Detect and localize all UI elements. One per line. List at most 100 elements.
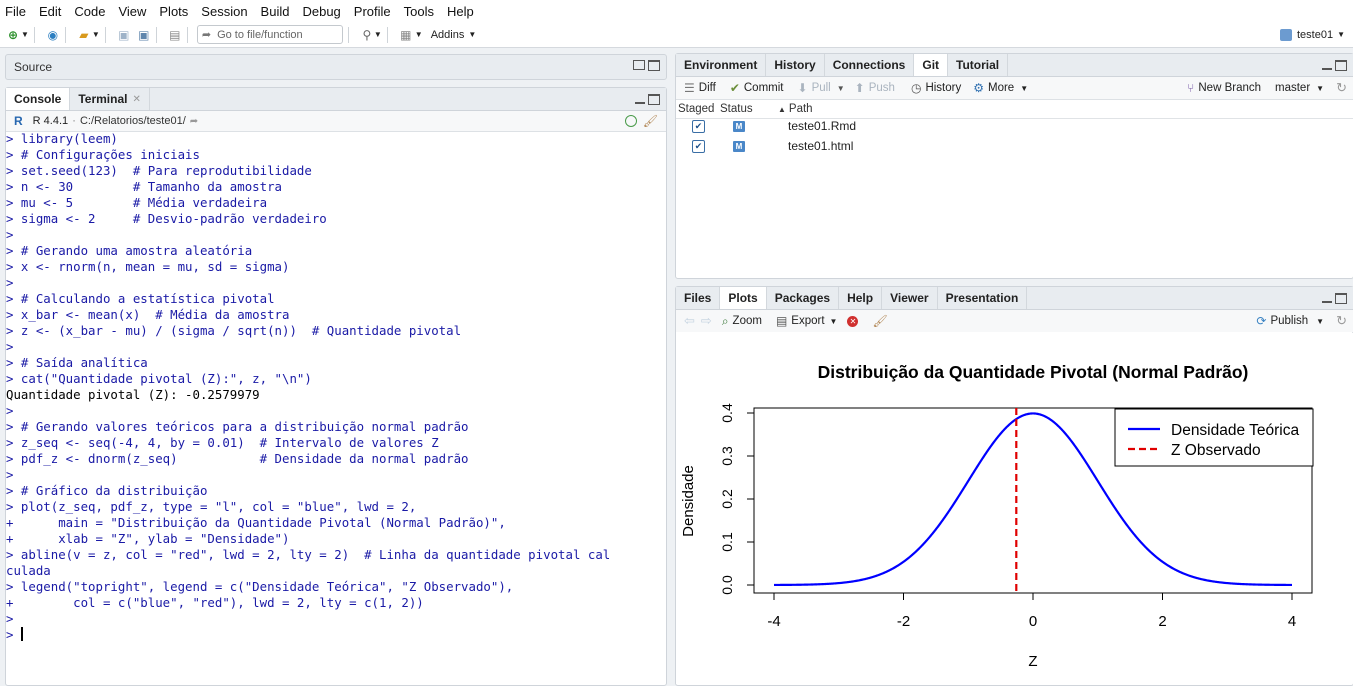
goto-file-input[interactable]: ➦ Go to file/function <box>196 25 343 44</box>
restore-icon[interactable] <box>633 60 645 70</box>
back-arrow-icon[interactable]: ⇦ <box>684 313 695 328</box>
menu-item-view[interactable]: View <box>118 3 147 19</box>
staged-checkbox[interactable]: ✔ <box>692 139 705 153</box>
pane-layout-dropdown-icon[interactable]: ▼ <box>414 30 423 39</box>
pull-button[interactable]: ⬇ Pull ▼ <box>798 81 845 95</box>
close-icon[interactable]: ✕ <box>132 93 141 105</box>
table-row[interactable]: ✔ M teste01.Rmd <box>676 116 856 136</box>
tab-git[interactable]: Git <box>914 54 949 76</box>
more-label: More <box>987 82 1015 94</box>
x-tick-label: 4 <box>1288 613 1296 630</box>
maximize-icon[interactable] <box>648 94 660 105</box>
goto-directory-icon[interactable]: ➦ <box>189 115 199 127</box>
plot-box <box>753 407 1313 594</box>
maximize-icon[interactable] <box>1335 60 1347 71</box>
goto-arrow-icon: ➦ <box>201 28 212 41</box>
open-file-dropdown-icon[interactable]: ▼ <box>91 30 100 39</box>
minimize-icon[interactable] <box>1322 68 1332 70</box>
menu-item-help[interactable]: Help <box>447 3 474 19</box>
file-path[interactable]: teste01.Rmd <box>788 119 857 133</box>
pane-layout-icon[interactable]: ▦ <box>400 27 412 42</box>
diff-button[interactable]: ☰ Diff <box>684 81 716 95</box>
addins-dropdown-icon[interactable]: ▼ <box>468 30 477 39</box>
console-output[interactable]: > library(leem) > # Configurações iniciai… <box>6 131 666 684</box>
menu-item-code[interactable]: Code <box>74 3 106 19</box>
col-staged[interactable]: Staged <box>678 103 715 115</box>
background-jobs-icon[interactable] <box>624 115 637 127</box>
menu-item-session[interactable]: Session <box>201 3 248 19</box>
export-button[interactable]: ▤ Export ▼ <box>776 314 838 328</box>
minimize-icon[interactable] <box>635 102 645 104</box>
more-button[interactable]: ⚙ More ▼ <box>973 81 1028 95</box>
project-dropdown-icon[interactable]: ▼ <box>1337 30 1345 39</box>
menu-item-plots[interactable]: Plots <box>159 3 189 19</box>
menu-item-edit[interactable]: Edit <box>38 3 62 19</box>
main-toolbar: ⊕ ▼ ◉ ▰ ▼ ▣ ▣ ▤ ➦ Go to file/function ⚲ … <box>0 22 1353 48</box>
save-all-icon[interactable]: ▣ <box>138 27 150 42</box>
table-row[interactable]: ✔ M teste01.html <box>676 136 853 156</box>
forward-arrow-icon[interactable]: ⇨ <box>700 313 712 328</box>
new-branch-button[interactable]: ⑂ New Branch <box>1187 81 1261 95</box>
print-icon[interactable]: ▤ <box>169 27 181 42</box>
push-button[interactable]: ⬆ Push <box>855 81 895 95</box>
console-input-line: > abline(v = z, col = "red", lwd = 2, lt… <box>6 547 611 562</box>
tab-files[interactable]: Files <box>676 287 721 309</box>
tab-help[interactable]: Help <box>839 287 883 309</box>
tab-console[interactable]: Console <box>6 88 71 110</box>
menu-item-profile[interactable]: Profile <box>353 3 391 19</box>
menu-item-debug[interactable]: Debug <box>302 3 341 19</box>
col-path[interactable]: Path <box>788 103 813 115</box>
zoom-button[interactable]: ⌕ Zoom <box>722 314 762 329</box>
new-file-icon[interactable]: ⊕ <box>7 27 19 42</box>
tab-tutorial[interactable]: Tutorial <box>948 54 1009 76</box>
minimize-icon[interactable] <box>1322 301 1332 303</box>
maximize-icon[interactable] <box>1335 293 1347 304</box>
tab-connections[interactable]: Connections <box>825 54 915 76</box>
maximize-icon[interactable] <box>648 60 660 71</box>
menu-item-file[interactable]: File <box>5 3 26 19</box>
console-input-line: > sigma <- 2 # Desvio-padrão verdadeiro <box>6 211 327 226</box>
tab-plots[interactable]: Plots <box>720 287 767 309</box>
menu-item-tools[interactable]: Tools <box>403 3 434 19</box>
tab-presentation[interactable]: Presentation <box>938 287 1028 309</box>
vcs-dropdown-icon[interactable]: ▼ <box>373 30 382 39</box>
more-dropdown-icon: ▼ <box>1020 83 1029 93</box>
file-path[interactable]: teste01.html <box>788 139 854 153</box>
console-input-line: > x <- rnorm(n, mean = mu, sd = sigma) <box>6 259 290 274</box>
environment-tabs: Environment History Connections Git Tuto… <box>676 54 1353 77</box>
git-table-header: Staged Status ▲ Path <box>676 100 1353 119</box>
clear-plots-icon[interactable]: 🖌 <box>872 314 888 328</box>
working-directory[interactable]: C:/Relatorios/teste01/ <box>79 115 186 127</box>
staged-checkbox[interactable]: ✔ <box>692 119 705 133</box>
commit-button[interactable]: ✔ Commit <box>730 81 784 95</box>
pull-dropdown-icon[interactable]: ▼ <box>836 83 845 93</box>
col-status[interactable]: Status <box>720 103 753 115</box>
open-file-icon[interactable]: ▰ <box>79 27 89 42</box>
legend-label-observed: Z Observado <box>1171 442 1261 459</box>
tab-history[interactable]: History <box>766 54 825 76</box>
export-icon: ▤ <box>775 314 788 328</box>
vcs-icon[interactable]: ⚲ <box>362 27 372 42</box>
publish-dropdown-icon: ▼ <box>1316 316 1325 326</box>
history-button[interactable]: ◷ History <box>911 81 961 95</box>
refresh-icon[interactable]: ↻ <box>1336 313 1347 328</box>
tab-viewer[interactable]: Viewer <box>882 287 938 309</box>
console-prompt[interactable]: > <box>6 627 666 643</box>
modified-status-icon: M <box>733 140 745 152</box>
console-window-controls <box>635 94 660 105</box>
remove-plot-icon[interactable]: ✕ <box>847 315 859 327</box>
new-project-icon[interactable]: ◉ <box>47 27 59 42</box>
tab-environment[interactable]: Environment <box>676 54 767 76</box>
menu-item-build[interactable]: Build <box>260 3 290 19</box>
refresh-icon[interactable]: ↻ <box>1336 80 1347 95</box>
publish-button[interactable]: ⟳ Publish ▼ <box>1256 314 1324 328</box>
save-icon[interactable]: ▣ <box>118 27 130 42</box>
tab-packages[interactable]: Packages <box>767 287 840 309</box>
clear-console-icon[interactable]: 🖌 <box>642 114 658 128</box>
project-menu[interactable]: teste01 <box>1296 28 1334 41</box>
branch-selector[interactable]: master ▼ <box>1275 82 1324 94</box>
new-file-dropdown-icon[interactable]: ▼ <box>21 30 29 39</box>
console-input-line: > set.seed(123) # Para reprodutibilidade <box>6 163 312 178</box>
addins-menu[interactable]: Addins <box>430 28 465 41</box>
tab-terminal[interactable]: Terminal ✕ <box>70 88 150 110</box>
